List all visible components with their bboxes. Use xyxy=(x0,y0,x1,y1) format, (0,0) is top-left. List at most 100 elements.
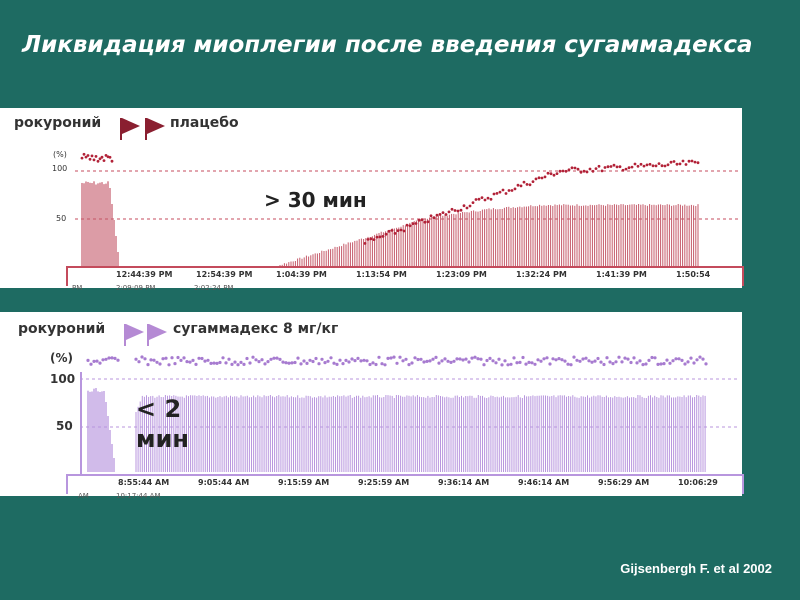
ratio-dot xyxy=(459,208,463,212)
ratio-dot xyxy=(546,171,550,175)
ratio-dot xyxy=(374,362,378,367)
ratio-dot xyxy=(392,355,396,359)
ratio-dot xyxy=(680,358,684,362)
ratio-dot xyxy=(603,166,607,169)
ratio-dot xyxy=(596,356,600,361)
ratio-dot xyxy=(227,357,231,361)
ratio-dot xyxy=(476,357,480,361)
y-tick-100: 100 xyxy=(50,372,76,386)
ratio-dot xyxy=(413,356,417,360)
ratio-dot xyxy=(263,362,267,366)
ratio-dot xyxy=(143,357,147,361)
ratio-dot xyxy=(564,169,568,173)
ratio-dot xyxy=(474,198,478,201)
ratio-dot xyxy=(362,358,366,362)
ratio-dot xyxy=(615,165,619,169)
ratio-dot xyxy=(311,359,315,364)
ratio-dot xyxy=(230,362,234,366)
ratio-dot xyxy=(674,357,678,361)
ratio-dot xyxy=(407,363,411,367)
ratio-dot xyxy=(161,357,165,361)
time-tick: 9:46:14 AM xyxy=(518,478,570,487)
ratio-dot xyxy=(224,361,228,365)
ratio-dot xyxy=(594,167,598,170)
ratio-dot xyxy=(405,223,409,227)
ratio-dot xyxy=(510,189,514,192)
ratio-dot xyxy=(89,362,93,366)
ratio-dot xyxy=(215,361,219,365)
ratio-dot xyxy=(206,358,210,362)
ratio-dot xyxy=(344,358,348,362)
ratio-dot xyxy=(581,357,585,361)
ratio-dot xyxy=(656,362,660,366)
ratio-dot xyxy=(332,361,336,365)
ratio-dot xyxy=(578,359,582,363)
ratio-dot xyxy=(272,356,276,360)
ratio-dot xyxy=(651,164,655,168)
ratio-dot xyxy=(197,356,201,360)
ratio-dot xyxy=(548,362,552,366)
ratio-dot xyxy=(158,362,162,366)
ratio-dot xyxy=(605,356,609,360)
ratio-dot xyxy=(278,357,282,361)
ratio-dot xyxy=(647,358,651,362)
ratio-dot xyxy=(239,360,243,364)
ratio-dot xyxy=(695,358,699,362)
ratio-dot xyxy=(82,152,86,156)
ratio-dot xyxy=(104,357,108,361)
time-tick: 12:44:39 PM xyxy=(116,270,173,279)
ratio-dot xyxy=(432,216,436,220)
time-tick: 1:41:39 PM xyxy=(596,270,647,279)
ratio-dot xyxy=(518,360,522,364)
time-tick: 1:04:39 PM xyxy=(276,270,327,279)
ratio-dot xyxy=(411,222,415,225)
slide-title: Ликвидация миоплегии после введения суга… xyxy=(22,32,753,58)
ratio-dot xyxy=(557,357,561,361)
duration-annotation-line2: мин xyxy=(136,425,190,453)
ratio-dot xyxy=(398,355,402,359)
ratio-dot xyxy=(587,359,591,363)
ratio-dot xyxy=(431,357,435,361)
ratio-dot xyxy=(704,362,708,366)
ratio-dot xyxy=(552,173,556,177)
ratio-dot xyxy=(627,166,631,170)
ratio-dot xyxy=(100,155,104,159)
ratio-dot xyxy=(543,175,547,179)
drug1-label: рокуроний xyxy=(18,321,106,337)
ratio-dot xyxy=(381,235,385,238)
time-subtick: 2:02:24 PM xyxy=(194,284,234,292)
ratio-dot xyxy=(437,361,441,365)
ratio-dot xyxy=(320,357,324,361)
ratio-dot xyxy=(480,196,484,199)
ratio-dot xyxy=(636,164,640,168)
ratio-dot xyxy=(90,154,94,158)
ratio-dot xyxy=(410,361,414,365)
drug1-label: рокуроний xyxy=(14,115,102,131)
ratio-dot xyxy=(479,357,483,361)
ratio-dot xyxy=(531,180,535,183)
ratio-dot xyxy=(203,359,207,363)
time-tick: 9:36:14 AM xyxy=(438,478,490,487)
y-tick-50: 50 xyxy=(56,214,67,223)
ratio-dot xyxy=(620,360,624,364)
ratio-dot xyxy=(254,358,258,362)
ratio-dot xyxy=(467,360,471,364)
ratio-dot xyxy=(570,166,574,170)
ratio-dot xyxy=(681,159,685,163)
ratio-dot xyxy=(525,183,529,186)
ratio-dot xyxy=(80,156,84,160)
ratio-dot xyxy=(659,362,663,366)
ratio-dot xyxy=(98,157,102,161)
duration-annotation: > 30 мин xyxy=(264,188,367,212)
time-axis: 12:44:39 PM 12:54:39 PM 1:04:39 PM 1:13:… xyxy=(66,266,744,286)
ratio-dot xyxy=(669,160,673,164)
ratio-dot xyxy=(164,356,168,360)
ratio-dot xyxy=(293,360,297,365)
ratio-dot xyxy=(329,356,333,360)
ratio-dot xyxy=(612,163,616,167)
ratio-dot xyxy=(426,220,430,224)
ratio-dot xyxy=(98,361,102,365)
ratio-dot xyxy=(86,358,90,362)
ratio-dot xyxy=(257,360,261,364)
ratio-dot xyxy=(534,177,538,181)
